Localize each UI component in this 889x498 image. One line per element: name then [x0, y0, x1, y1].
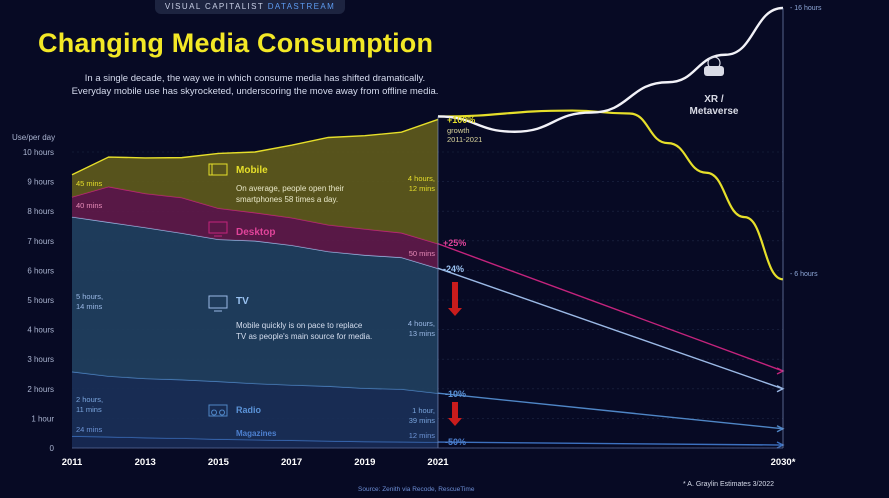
y-tick-label: 3 hours: [27, 355, 54, 364]
radio-icon: [208, 404, 228, 417]
projection-magazines: [437, 441, 784, 446]
mobile-note: On average, people open their: [236, 184, 344, 193]
end-label-magazines: 12 mins: [409, 431, 436, 440]
desktop-percent: +25%: [443, 238, 466, 248]
end-label-radio: 39 mins: [409, 416, 436, 425]
y-tick-label: 1 hour: [31, 414, 54, 423]
xr-line: [437, 6, 784, 133]
right-axis-label-top: - 16 hours: [790, 5, 822, 12]
start-label-magazines: 24 mins: [76, 425, 103, 434]
x-tick-label: 2015: [208, 457, 230, 468]
line-mobile: [71, 118, 439, 176]
category-label-tv: TV: [236, 296, 249, 307]
start-label-desktop: 40 mins: [76, 201, 103, 210]
area-magazines: [72, 436, 438, 448]
vr-head-icon: [707, 56, 721, 70]
projection-lines: [437, 6, 785, 449]
stacked-areas: [71, 118, 439, 448]
start-label-tv: 5 hours,: [76, 292, 103, 301]
category-label-magazines: Magazines: [236, 429, 277, 438]
page-title: Changing Media Consumption: [38, 28, 434, 58]
chart-labels: 45 mins 40 mins 5 hours,14 mins 2 hours,11 …: [76, 5, 822, 447]
end-label-tv: 13 mins: [409, 329, 436, 338]
monitor-icon: [208, 221, 228, 237]
end-label-tv: 4 hours,: [408, 319, 435, 328]
y-tick-label: 0: [50, 444, 55, 453]
radio-percent: -10%: [445, 389, 466, 399]
category-label-radio: Radio: [236, 405, 262, 415]
estimate-note: * A. Graylin Estimates 3/2022: [683, 481, 775, 488]
x-tick-label: 2011: [62, 457, 83, 468]
area-mobile: [72, 119, 438, 244]
tv-note: TV as people's main source for media.: [236, 332, 372, 341]
projection-radio: [437, 392, 784, 430]
end-label-mobile: 12 mins: [409, 184, 436, 193]
axes: 0 1 hour 2 hours 3 hours 4 hours 5 hours 6 hou…: [12, 8, 796, 468]
x-tick-label: 2030*: [771, 457, 796, 468]
y-tick-label: 2 hours: [27, 385, 54, 394]
arrowhead-desktop: [776, 367, 785, 375]
magazines-percent: -50%: [445, 437, 466, 447]
icons: [208, 56, 724, 426]
brand-suffix: DATASTREAM: [267, 2, 336, 11]
x-tick-label: 2021: [427, 457, 449, 468]
y-axis-label: Use/per day: [12, 133, 55, 142]
category-label-desktop: Desktop: [236, 227, 275, 238]
area-radio: [72, 371, 438, 443]
mobile-note: smartphones 58 times a day.: [236, 195, 338, 204]
y-tick-label: 9 hours: [27, 178, 54, 187]
start-label-tv: 14 mins: [76, 302, 103, 311]
right-axis-label-mid: - 6 hours: [790, 271, 818, 278]
y-tick-label: 6 hours: [27, 266, 54, 275]
area-tv: [72, 216, 438, 394]
tv-icon: [208, 295, 228, 312]
subtitle-line-1: In a single decade, the way we in which …: [84, 73, 426, 84]
end-label-desktop: 50 mins: [409, 249, 436, 258]
subtitle-line-2: Everyday mobile use has skyrocketed, und…: [71, 85, 439, 97]
growth-percent: +100%: [447, 115, 475, 125]
y-tick-label: 5 hours: [27, 296, 54, 305]
tv-note: Mobile quickly is on pace to replace: [236, 321, 363, 330]
projection-mobile: [437, 109, 784, 281]
x-tick-label: 2019: [354, 457, 375, 468]
brand-tab: VISUAL CAPITALIST DATASTREAM: [155, 0, 345, 14]
down-arrow-icon: [448, 282, 462, 316]
start-label-mobile: 45 mins: [76, 179, 103, 188]
source-note: Source: Zenith via Recode, RescueTime: [358, 486, 475, 493]
category-label-mobile: Mobile: [236, 165, 268, 176]
vr-headset-icon: [704, 66, 724, 76]
x-tick-label: 2013: [135, 457, 156, 468]
xr-label: XR /: [704, 94, 724, 105]
end-label-radio: 1 hour,: [412, 406, 435, 415]
start-label-radio: 11 mins: [76, 405, 102, 414]
xr-label: Metaverse: [690, 106, 739, 117]
y-tick-label: 4 hours: [27, 326, 54, 335]
projection-desktop: [437, 243, 784, 372]
tv-percent: -24%: [443, 264, 464, 274]
x-tick-label: 2017: [281, 457, 302, 468]
end-label-mobile: 4 hours,: [408, 174, 435, 183]
y-tick-label: 10 hours: [23, 148, 54, 157]
y-tick-label: 8 hours: [27, 207, 54, 216]
growth-label: 2011-2021: [447, 135, 482, 144]
y-tick-label: 7 hours: [27, 237, 54, 246]
growth-label: growth: [447, 126, 470, 135]
area-desktop: [72, 186, 438, 269]
page-subtitle: In a single decade, the way we in which …: [0, 73, 510, 98]
brand-name: VISUAL CAPITALIST: [164, 2, 265, 11]
projection-tv: [437, 267, 784, 390]
start-label-radio: 2 hours,: [76, 395, 103, 404]
phone-icon: [208, 163, 228, 176]
down-arrow-icon: [448, 402, 462, 426]
